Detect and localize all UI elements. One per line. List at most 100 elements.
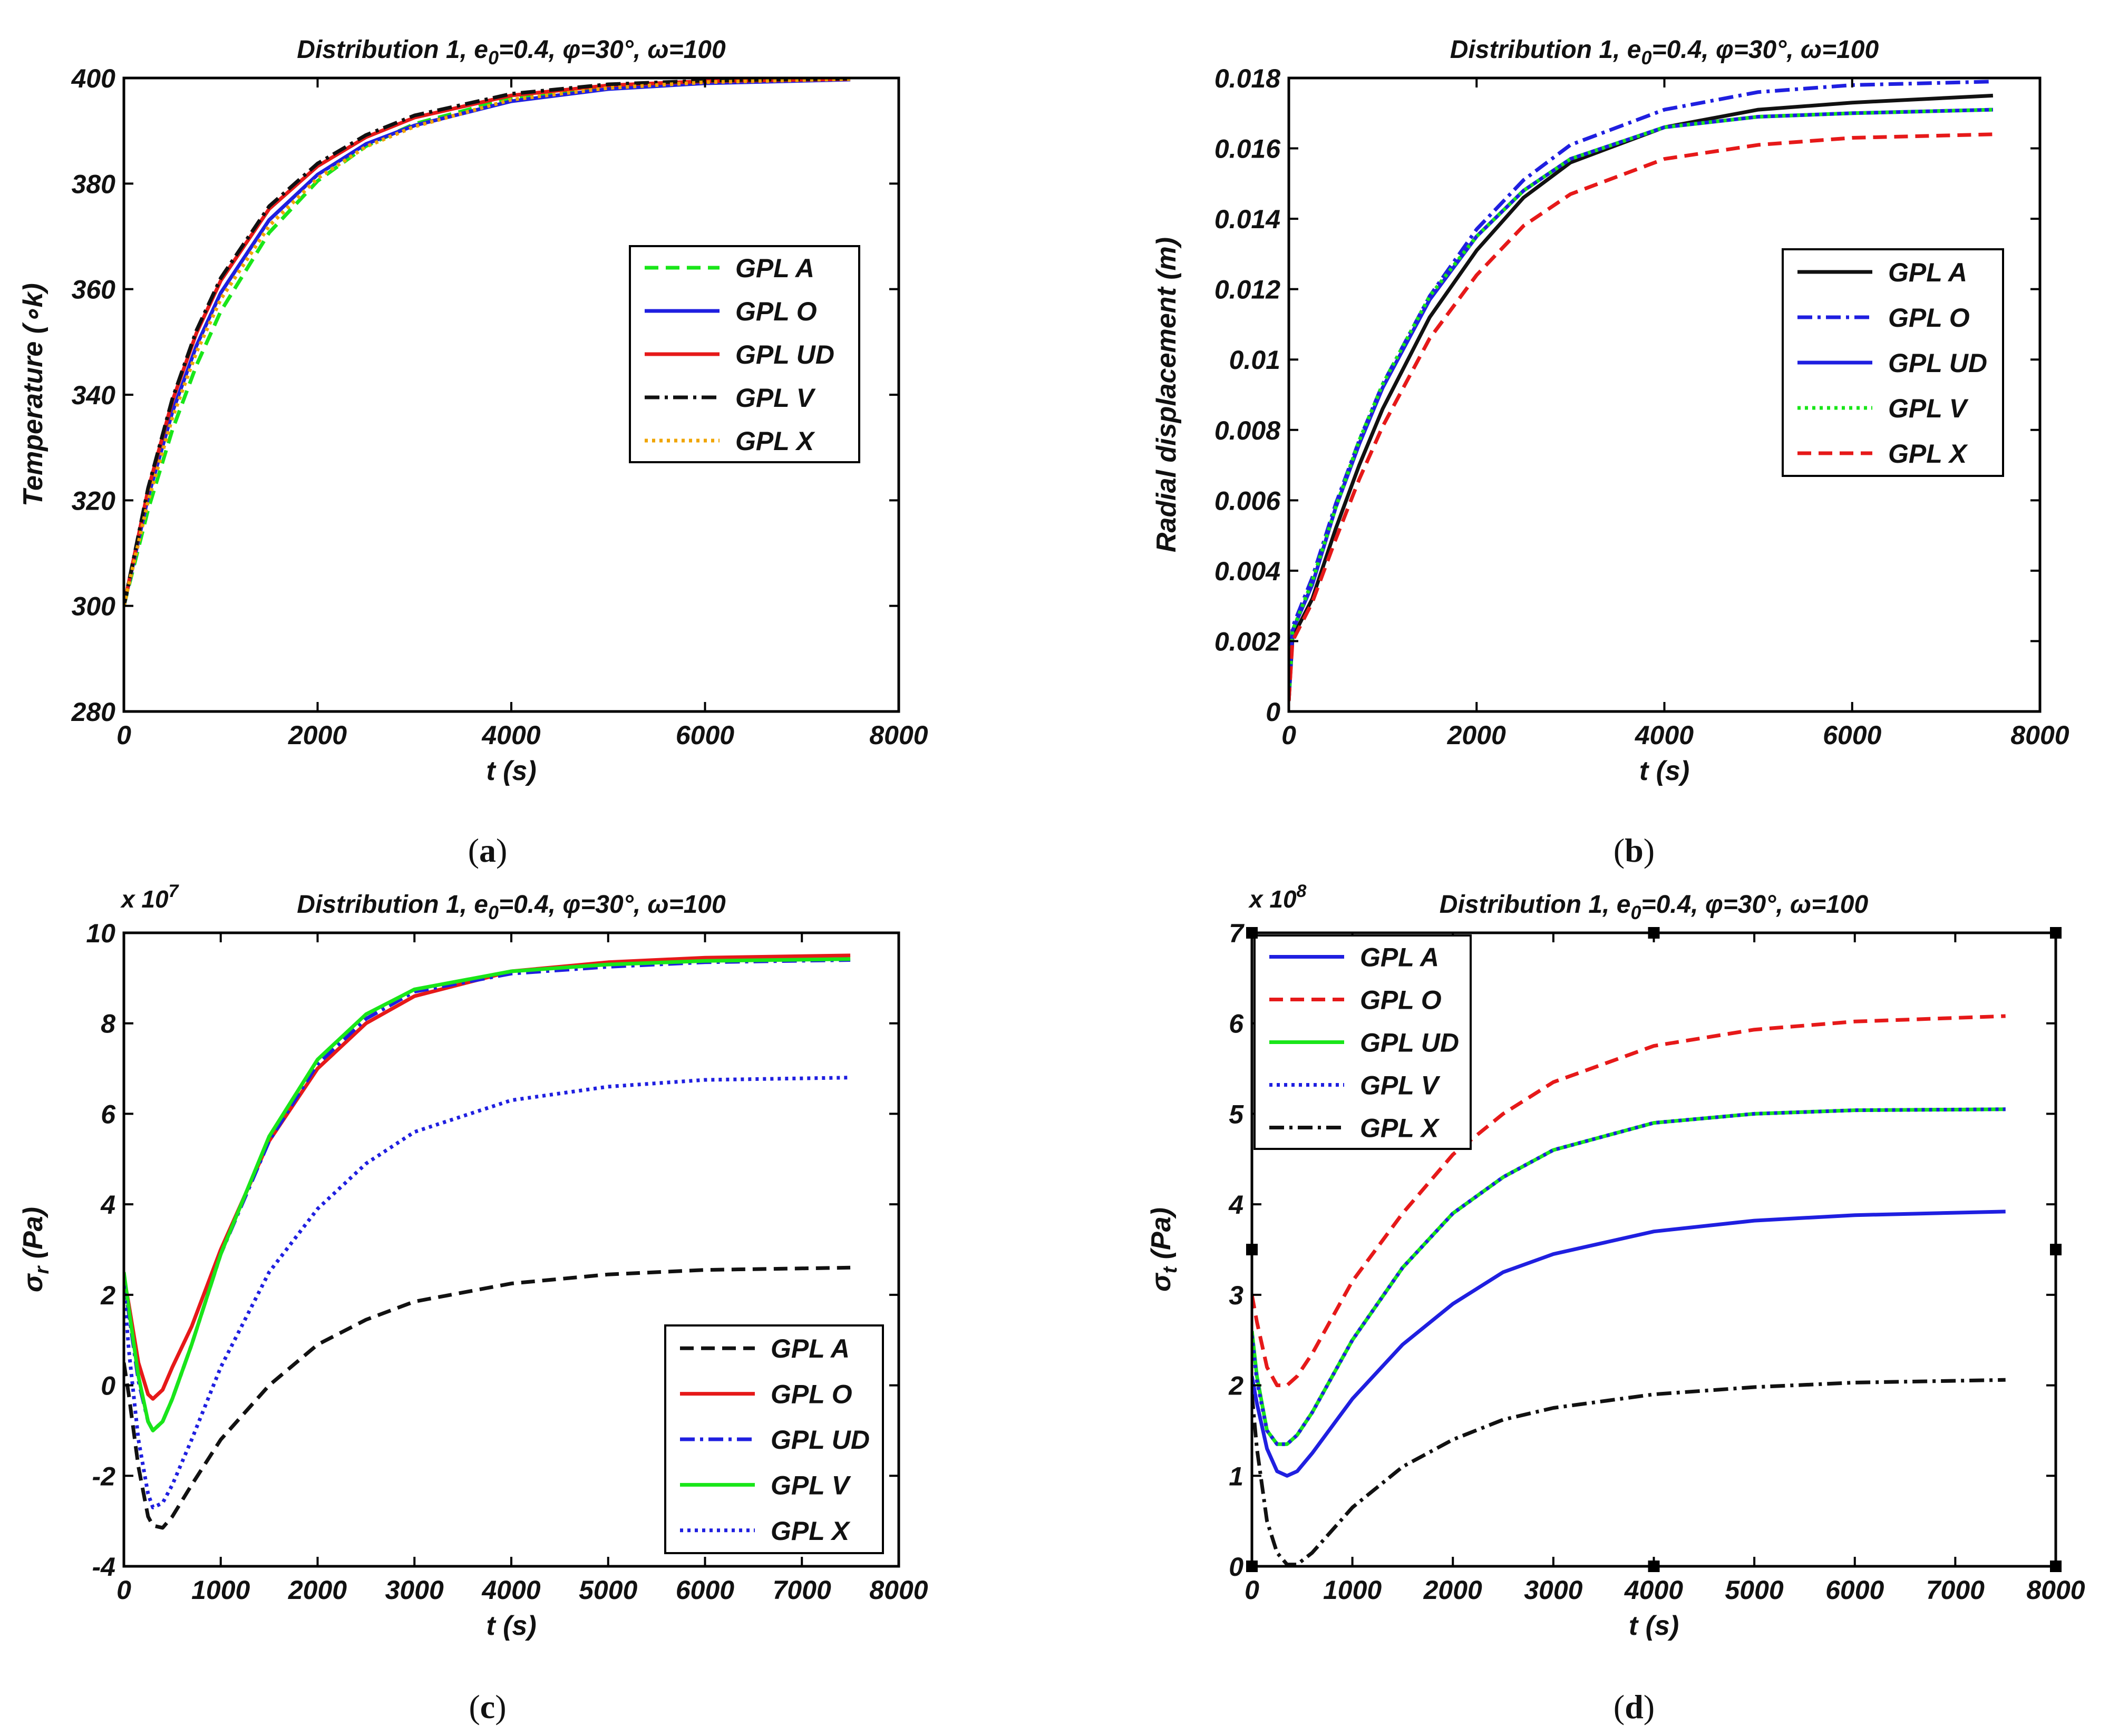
legend-label-gpl-v: GPL V bbox=[1888, 394, 1969, 423]
selection-handle[interactable] bbox=[1246, 927, 1258, 939]
y-tick-label: -4 bbox=[92, 1552, 115, 1582]
x-axis-label: t (s) bbox=[1629, 1611, 1679, 1641]
panel-caption: (d) bbox=[1614, 1688, 1655, 1725]
y-tick-label: 0.016 bbox=[1214, 134, 1281, 164]
series-line-gpl-x bbox=[124, 1076, 851, 1509]
y-axis-label: σr (Pa) bbox=[18, 1207, 53, 1292]
y-tick-label: 400 bbox=[71, 64, 116, 93]
chart-title: Distribution 1, e0=0.4, φ=30°, ω=100 bbox=[1450, 36, 1879, 69]
series-group bbox=[1289, 80, 1994, 701]
legend-label-gpl-a: GPL A bbox=[735, 253, 814, 283]
x-tick-label: 6000 bbox=[1823, 720, 1881, 750]
legend-label-gpl-a: GPL A bbox=[771, 1334, 850, 1363]
y-tick-label: -2 bbox=[92, 1461, 116, 1491]
legend-label-gpl-ud: GPL UD bbox=[1888, 348, 1987, 378]
y-tick-label: 0.012 bbox=[1214, 275, 1280, 305]
chart-panel-d: 0 1000 2000 3000 4000 5000 6000 7000 8000 0 1 2 3 4 5 6… bbox=[1146, 881, 2085, 1725]
x-tick-label: 4000 bbox=[1635, 720, 1694, 750]
y-tick-label: 10 bbox=[86, 919, 115, 948]
series-line-gpl-a bbox=[124, 1265, 851, 1530]
y-tick-label: 3 bbox=[1229, 1281, 1243, 1310]
y-tick-label: 0.006 bbox=[1214, 486, 1281, 515]
x-tick-label: 5000 bbox=[1725, 1575, 1784, 1605]
x-tick-label: 6000 bbox=[676, 1575, 734, 1605]
y-tick-label: 300 bbox=[72, 592, 116, 621]
x-tick-label: 7000 bbox=[1926, 1575, 1985, 1605]
x-axis-label: t (s) bbox=[1639, 756, 1689, 786]
y-tick-label: 7 bbox=[1229, 919, 1245, 948]
selection-handle[interactable] bbox=[2050, 1561, 2062, 1572]
y-tick-label: 0.018 bbox=[1214, 64, 1280, 93]
y-tick-label: 360 bbox=[72, 275, 116, 305]
x-tick-label: 8000 bbox=[869, 720, 928, 750]
series-line-gpl-x bbox=[1289, 132, 1993, 701]
x-tick-label: 6000 bbox=[1825, 1575, 1884, 1605]
x-tick-label: 8000 bbox=[2010, 720, 2069, 750]
legend-label-gpl-v: GPL V bbox=[771, 1470, 851, 1500]
x-tick-label: 5000 bbox=[579, 1575, 637, 1605]
y-axis-label: Radial displacement (m) bbox=[1151, 237, 1182, 552]
legend-label-gpl-x: GPL X bbox=[1888, 439, 1968, 469]
y-tick-label: 0.014 bbox=[1214, 204, 1280, 234]
panel-caption: (b) bbox=[1614, 832, 1655, 869]
legend-label-gpl-a: GPL A bbox=[1888, 258, 1967, 287]
legend: GPL A GPL O GPL UD GPL V GPL X bbox=[664, 1324, 884, 1554]
chart-panel-c: 0 1000 2000 3000 4000 5000 6000 7000 8000 -4 -2 0 2 4… bbox=[18, 881, 928, 1725]
legend-label-gpl-o: GPL O bbox=[1888, 303, 1970, 333]
x-axis-label: t (s) bbox=[486, 1611, 536, 1641]
x-tick-label: 8000 bbox=[2026, 1575, 2085, 1605]
chart-title: Distribution 1, e0=0.4, φ=30°, ω=100 bbox=[297, 891, 726, 923]
x-tick-label: 4000 bbox=[1624, 1575, 1683, 1605]
selection-handle[interactable] bbox=[1648, 1561, 1660, 1572]
y-multiplier: x 107 bbox=[120, 881, 180, 913]
legend-label-gpl-v: GPL V bbox=[735, 383, 816, 413]
y-tick-label: 1 bbox=[1229, 1461, 1243, 1491]
y-tick-label: 4 bbox=[1228, 1190, 1243, 1220]
y-tick-label: 8 bbox=[101, 1009, 115, 1039]
selection-handle[interactable] bbox=[1246, 1561, 1258, 1572]
series-line-gpl-v bbox=[124, 957, 851, 1432]
chart-title: Distribution 1, e0=0.4, φ=30°, ω=100 bbox=[297, 36, 726, 69]
y-tick-label: 2 bbox=[100, 1281, 115, 1310]
y-tick-label: 0.01 bbox=[1229, 345, 1280, 375]
series-group bbox=[1252, 1014, 2006, 1566]
legend-label-gpl-x: GPL X bbox=[771, 1516, 851, 1546]
x-axis-label: t (s) bbox=[486, 756, 536, 786]
chart-title: Distribution 1, e0=0.4, φ=30°, ω=100 bbox=[1440, 891, 1869, 923]
selection-handle[interactable] bbox=[1246, 1244, 1258, 1255]
x-tick-label: 0 bbox=[1281, 720, 1296, 750]
y-tick-label: 0.002 bbox=[1214, 627, 1280, 656]
x-tick-label: 3000 bbox=[1524, 1575, 1582, 1605]
panel-caption: (a) bbox=[468, 832, 508, 869]
legend-label-gpl-o: GPL O bbox=[735, 297, 817, 326]
y-tick-label: 280 bbox=[71, 697, 116, 727]
selection-handle[interactable] bbox=[2050, 1244, 2062, 1255]
panel-caption: (c) bbox=[469, 1688, 506, 1725]
selection-handle[interactable] bbox=[1648, 927, 1660, 939]
x-tick-label: 0 bbox=[116, 720, 131, 750]
x-tick-label: 2000 bbox=[288, 1575, 347, 1605]
y-tick-label: 340 bbox=[72, 381, 116, 410]
legend-label-gpl-ud: GPL UD bbox=[771, 1425, 870, 1455]
legend: GPL A GPL O GPL UD GPL V GPL X bbox=[1253, 934, 1472, 1150]
y-tick-label: 2 bbox=[1228, 1371, 1243, 1401]
series-line-gpl-a bbox=[1252, 1210, 2006, 1478]
series-group bbox=[124, 78, 851, 607]
y-axis-label: σt (Pa) bbox=[1146, 1207, 1181, 1292]
legend-label-gpl-x: GPL X bbox=[1360, 1114, 1440, 1143]
x-tick-label: 2000 bbox=[288, 720, 347, 750]
y-tick-label: 0 bbox=[101, 1371, 115, 1401]
chart-panel-a: 0 2000 4000 6000 8000 280 300 320 340 360 380 400 Di… bbox=[18, 36, 928, 869]
x-tick-label: 0 bbox=[116, 1575, 131, 1605]
y-tick-label: 5 bbox=[1229, 1099, 1244, 1129]
legend-label-gpl-o: GPL O bbox=[1360, 986, 1442, 1015]
legend-label-gpl-a: GPL A bbox=[1360, 943, 1439, 972]
legend: GPL A GPL O GPL UD GPL V GPL X bbox=[629, 245, 860, 463]
y-tick-label: 4 bbox=[100, 1190, 115, 1220]
selection-handle[interactable] bbox=[2050, 927, 2062, 939]
chart-panel-b: 0 2000 4000 6000 8000 0 0.002 0.004 0.006 0.008 0.… bbox=[1151, 36, 2069, 869]
y-tick-label: 0 bbox=[1229, 1552, 1243, 1582]
series-line-gpl-o bbox=[1252, 1014, 2006, 1388]
x-tick-label: 0 bbox=[1245, 1575, 1259, 1605]
